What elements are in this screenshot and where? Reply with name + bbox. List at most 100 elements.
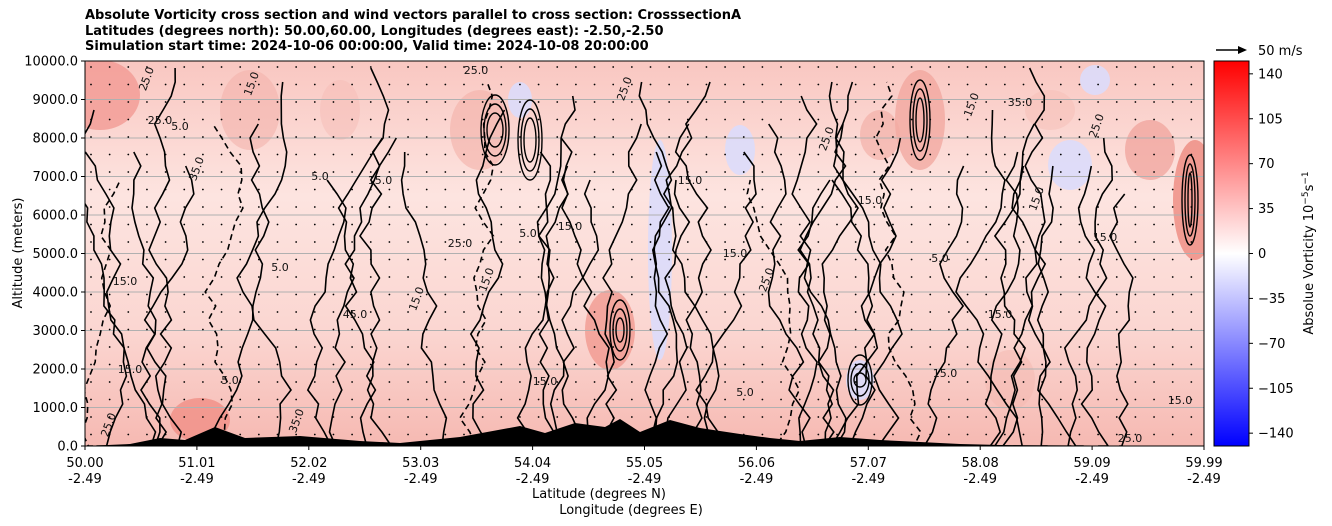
wind-vector	[1134, 381, 1137, 383]
wind-vector	[444, 171, 447, 173]
wind-vector	[668, 258, 671, 261]
wind-vector	[1059, 188, 1062, 191]
wind-vector	[1171, 153, 1174, 156]
wind-vector	[351, 258, 353, 261]
vorticity-patch-negative	[1080, 65, 1110, 95]
wind-vector	[780, 153, 782, 156]
wind-vector	[332, 206, 335, 208]
contour-label: 15.0	[988, 308, 1013, 321]
wind-vector	[463, 398, 465, 401]
wind-vector	[985, 328, 988, 331]
wind-vector	[556, 363, 559, 366]
wind-vector	[1041, 276, 1044, 278]
contour-label: 15.0	[858, 194, 883, 207]
wind-vector	[1059, 328, 1062, 331]
wind-vector	[612, 136, 615, 138]
wind-vector	[966, 188, 969, 191]
wind-vector	[164, 293, 167, 296]
wind-vector	[164, 83, 167, 86]
wind-vector	[836, 136, 838, 138]
x-tick-label-lon: -2.49	[292, 472, 326, 487]
wind-vector	[164, 241, 167, 243]
wind-vector	[1190, 363, 1193, 366]
wind-vector	[295, 328, 298, 331]
wind-vector	[295, 258, 298, 261]
vorticity-patch-positive	[1125, 120, 1175, 180]
wind-vector	[593, 101, 596, 103]
wind-vector	[425, 66, 428, 68]
wind-vector	[742, 293, 745, 296]
wind-vector	[463, 433, 465, 436]
wind-vector	[761, 398, 764, 401]
vorticity-patch-negative	[648, 140, 672, 360]
wind-vector	[668, 346, 671, 348]
wind-vector	[836, 293, 838, 296]
wind-vector	[183, 101, 186, 103]
wind-vector	[910, 258, 913, 261]
contour-line	[746, 179, 801, 446]
wind-vector	[164, 433, 167, 436]
wind-vector	[276, 136, 279, 138]
wind-vector	[575, 83, 577, 86]
wind-vector	[1171, 206, 1174, 208]
wind-vector	[146, 171, 148, 173]
wind-vector	[985, 206, 988, 208]
wind-vector	[1115, 83, 1118, 86]
wind-vector	[202, 83, 204, 86]
wind-vector	[854, 293, 857, 296]
wind-vector	[817, 311, 820, 313]
wind-vector	[593, 276, 596, 278]
wind-vector	[910, 276, 913, 278]
wind-vector	[742, 346, 745, 348]
wind-vector	[1153, 381, 1155, 383]
wind-vector	[892, 258, 894, 261]
wind-vector	[1097, 188, 1099, 191]
wind-vector	[836, 171, 838, 173]
contour-line	[799, 123, 847, 446]
wind-vector	[1153, 101, 1155, 103]
wind-vector	[127, 346, 130, 348]
wind-vector	[444, 328, 447, 331]
wind-vector	[108, 381, 111, 383]
wind-vector	[313, 276, 316, 278]
contour-line	[204, 123, 244, 446]
contour-label: 5.0	[271, 261, 289, 274]
wind-vector	[1171, 433, 1174, 436]
wind-vector	[910, 241, 913, 243]
wind-vector	[892, 171, 894, 173]
wind-vector	[239, 136, 242, 138]
wind-vector	[1041, 398, 1044, 401]
wind-vector	[1059, 83, 1062, 86]
wind-vector	[742, 101, 745, 103]
wind-vector	[239, 223, 242, 226]
wind-vector	[1022, 433, 1025, 436]
wind-vector	[780, 381, 782, 383]
contour-label: 15.0	[558, 220, 583, 233]
wind-vector	[1171, 381, 1174, 383]
contour-label: 15.0	[113, 275, 138, 288]
wind-vector	[369, 241, 372, 243]
wind-vector	[1041, 241, 1044, 243]
wind-vector	[1059, 241, 1062, 243]
wind-vector	[164, 381, 167, 383]
wind-vector	[948, 416, 950, 418]
wind-vector	[873, 118, 876, 121]
wind-vector	[761, 328, 764, 331]
wind-vector	[985, 293, 988, 296]
wind-vector	[1041, 363, 1044, 366]
wind-vector	[1190, 223, 1193, 226]
wind-vector	[1153, 293, 1155, 296]
contour-line	[337, 137, 383, 446]
wind-vector	[425, 346, 428, 348]
wind-vector	[1153, 328, 1155, 331]
wind-vector	[537, 293, 540, 296]
chart-subtitle-coords: Latitudes (degrees north): 50.00,60.00, …	[85, 23, 664, 39]
wind-vector	[463, 136, 465, 138]
wind-vector	[854, 311, 857, 313]
wind-vector	[966, 398, 969, 401]
wind-vector	[1190, 381, 1193, 383]
vorticity-patch-positive	[985, 350, 1035, 410]
wind-vector	[519, 363, 521, 366]
wind-vector	[500, 171, 503, 173]
wind-vector	[500, 83, 503, 86]
